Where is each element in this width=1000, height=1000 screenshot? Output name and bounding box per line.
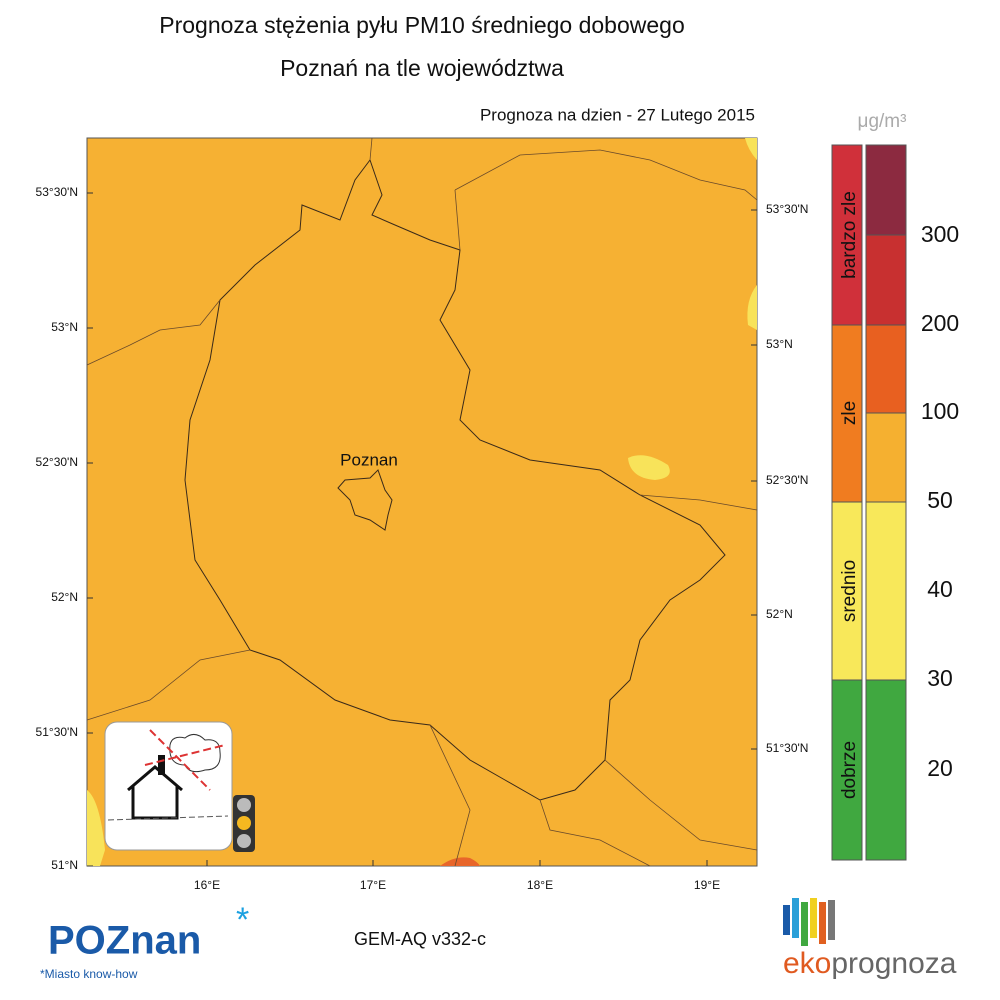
- category-band: [831, 324, 863, 503]
- level-label: 20: [927, 755, 953, 781]
- title-line-1: Prognoza stężenia pyłu PM10 średniego do…: [159, 12, 685, 38]
- map: Poznan: [86, 137, 758, 867]
- border: [454, 149, 758, 201]
- city-label: Poznan: [340, 450, 398, 469]
- model-label: GEM-AQ v332-c: [354, 929, 486, 949]
- patch: [87, 790, 105, 866]
- lon-tick: 18°E: [527, 878, 553, 892]
- lat-tick-left: 52°N: [51, 590, 78, 604]
- logo-star: *: [236, 901, 249, 939]
- lat-tick-right: 52°30'N: [766, 473, 808, 487]
- level-label: 50: [927, 487, 953, 513]
- level-label: 100: [921, 398, 959, 424]
- forecast-date: Prognoza na dzien - 27 Lutego 2015: [480, 105, 755, 124]
- map-icon: [104, 721, 255, 852]
- category-band: [831, 501, 863, 681]
- level-label: 200: [921, 310, 959, 336]
- lat-tick-right: 53°N: [766, 337, 793, 351]
- lon-tick: 16°E: [194, 878, 220, 892]
- lat-tick-left: 51°N: [51, 858, 78, 872]
- tagline: *Miasto know-how: [40, 967, 138, 981]
- patch: [745, 138, 757, 160]
- logo-eko: eko: [783, 947, 831, 980]
- title-line-2: Poznań na tle województwa: [280, 55, 564, 81]
- level-label: 30: [927, 665, 953, 691]
- category-label: bardzo zle: [839, 191, 860, 279]
- border: [454, 189, 461, 251]
- patch: [628, 455, 670, 480]
- border: [639, 494, 758, 511]
- logo-prognoza: prognoza: [831, 947, 956, 980]
- city-border: [337, 469, 393, 531]
- logo-right-bars: [783, 898, 835, 946]
- lat-tick-left: 51°30'N: [36, 725, 78, 739]
- patch: [440, 857, 480, 866]
- category-band: [831, 144, 863, 326]
- level-band: [865, 144, 907, 236]
- border: [539, 799, 651, 867]
- lat-tick-right: 52°N: [766, 607, 793, 621]
- category-label: zle: [839, 401, 860, 425]
- category-band: [831, 679, 863, 861]
- patch: [747, 285, 757, 330]
- level-band: [865, 234, 907, 326]
- lat-tick-left: 53°N: [51, 320, 78, 334]
- category-label: dobrze: [839, 741, 860, 799]
- logo-right: ekoprognoza: [783, 947, 957, 980]
- lon-tick: 17°E: [360, 878, 386, 892]
- legend: bardzo zle zle srednio dobrze: [831, 144, 907, 861]
- level-label: 300: [921, 221, 959, 247]
- logo-left: POZnan: [48, 919, 201, 963]
- lat-tick-right: 51°30'N: [766, 741, 808, 755]
- lat-tick-left: 53°30'N: [36, 185, 78, 199]
- category-label: srednio: [839, 560, 860, 622]
- level-band: [865, 679, 907, 861]
- lat-tick-right: 53°30'N: [766, 202, 808, 216]
- map-ticks: 53°30'N 53°N 52°30'N 52°N 51°30'N 51°N 53°30'N…: [36, 185, 809, 892]
- legend-levels: 300 200 100 50 40 30 20: [921, 221, 959, 781]
- border: [86, 649, 251, 721]
- border: [369, 137, 373, 161]
- unit-label: μg/m³: [858, 111, 907, 132]
- border: [429, 724, 471, 867]
- level-band: [865, 501, 907, 681]
- lon-tick: 19°E: [694, 878, 720, 892]
- border: [86, 299, 221, 366]
- lat-tick-left: 52°30'N: [36, 455, 78, 469]
- border: [604, 759, 758, 851]
- level-label: 40: [927, 576, 953, 602]
- level-band: [865, 412, 907, 503]
- level-band: [865, 324, 907, 414]
